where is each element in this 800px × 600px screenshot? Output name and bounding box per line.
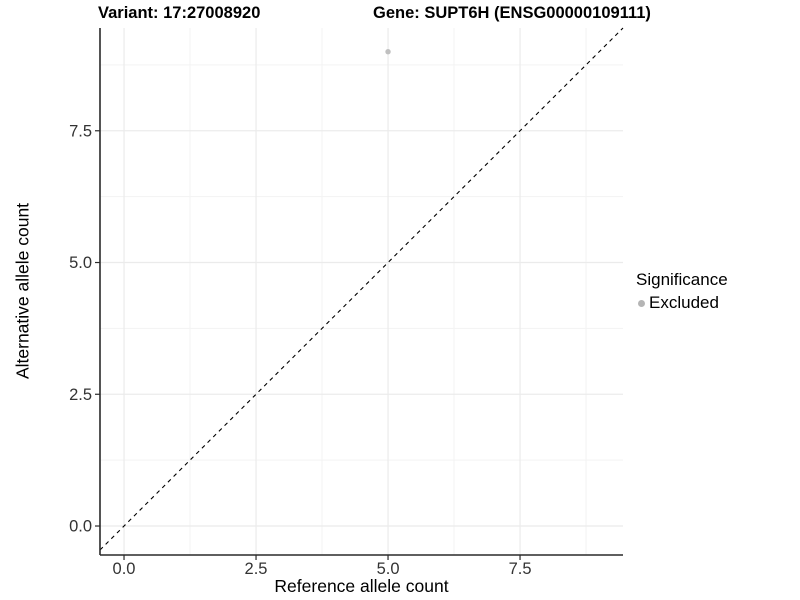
y-tick-label: 2.5 <box>69 386 92 404</box>
x-tick-label: 5.0 <box>377 560 400 578</box>
y-tick-label: 5.0 <box>69 254 92 272</box>
legend-title: Significance <box>636 270 728 289</box>
y-axis-title: Alternative allele count <box>12 202 33 380</box>
legend-item-label: Excluded <box>649 293 719 312</box>
x-tick-label: 7.5 <box>509 560 532 578</box>
x-tick-label: 0.0 <box>113 560 136 578</box>
x-tick-label: 2.5 <box>245 560 268 578</box>
legend: Significance Excluded <box>636 270 728 313</box>
identity-reference-line <box>99 27 624 551</box>
y-tick-label: 7.5 <box>69 122 92 140</box>
x-axis-title: Reference allele count <box>274 576 449 596</box>
legend-item-excluded: Excluded <box>638 293 728 313</box>
data-point <box>385 49 391 55</box>
legend-point-swatch-icon <box>638 299 645 307</box>
plot-title-gene: Gene: SUPT6H (ENSG00000109111) <box>373 4 651 22</box>
y-tick-label: 0.0 <box>69 518 92 536</box>
plot-title-variant: Variant: 17:27008920 <box>98 4 261 22</box>
